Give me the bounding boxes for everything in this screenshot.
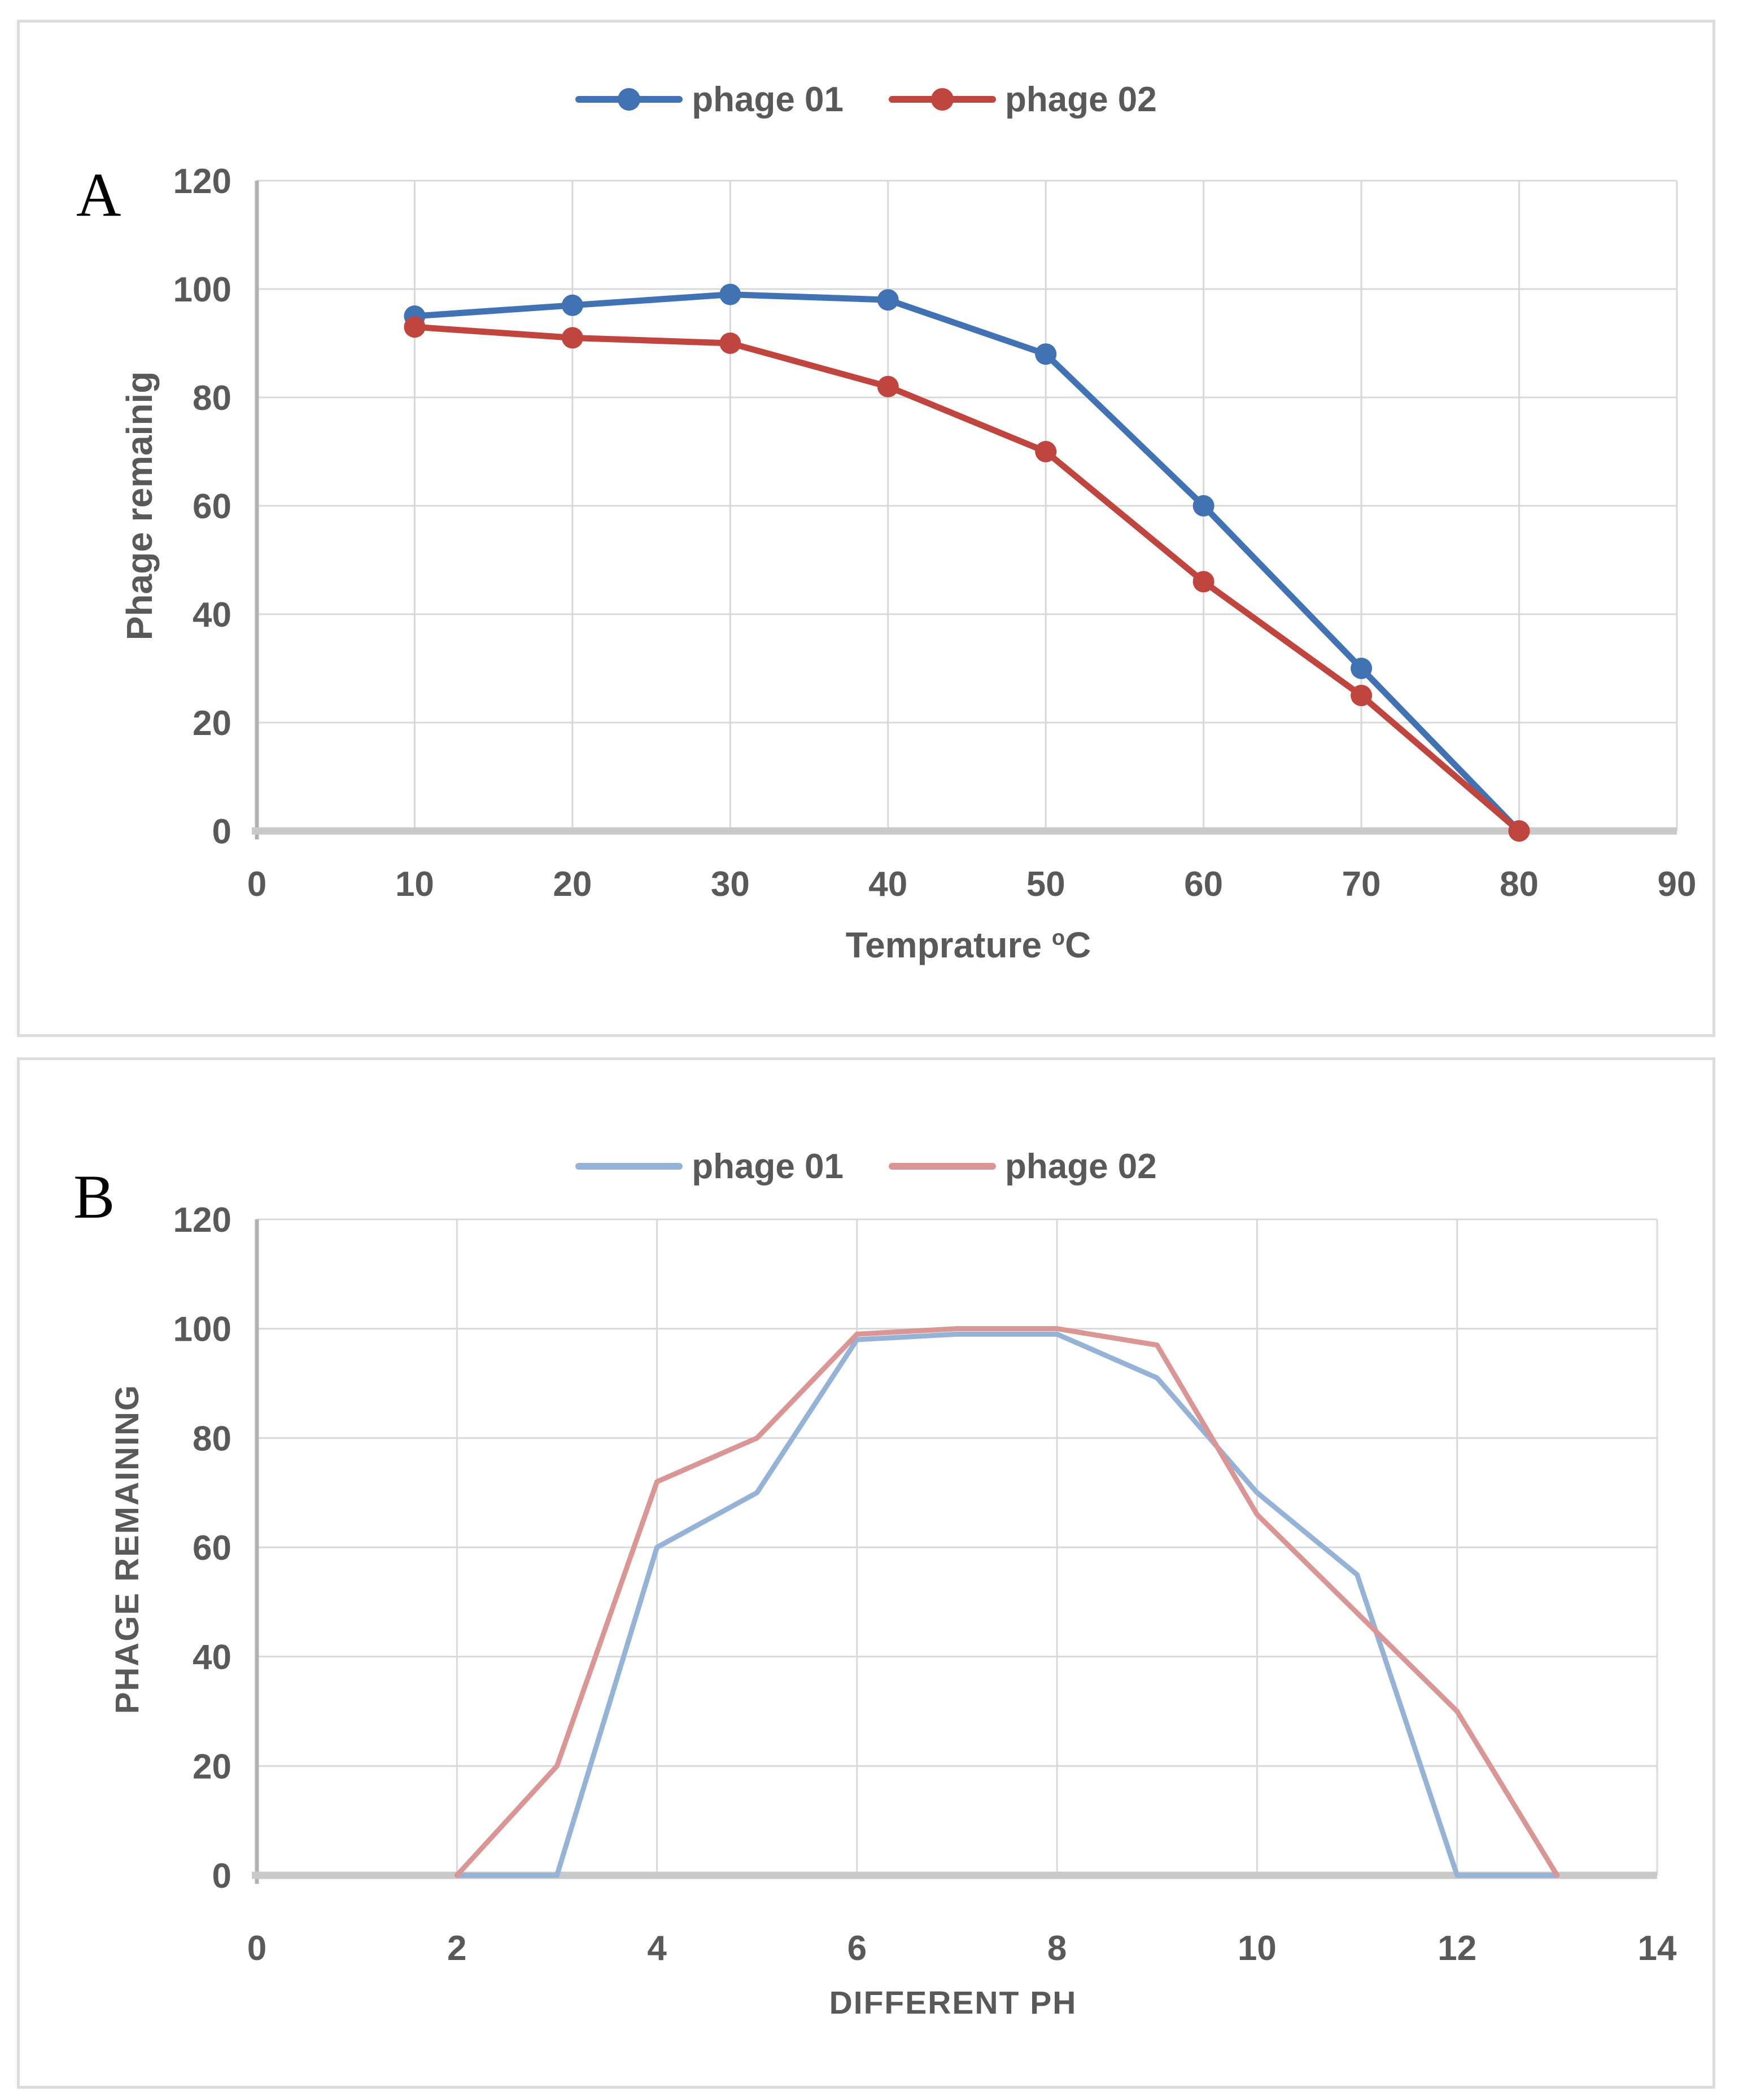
x-tick-label: 30 bbox=[711, 865, 750, 904]
chart-a-plot: 0 10 20 30 40 50 60 70 80 90 0 20 40 60 80 100 120 bbox=[173, 162, 1697, 904]
series-line-phage-02 bbox=[411, 323, 1523, 834]
data-point-phage-01 bbox=[1035, 343, 1057, 365]
data-point-phage-01 bbox=[719, 283, 741, 305]
x-tick-label: 12 bbox=[1437, 1929, 1476, 1968]
legend-a: phage 01 phage 02 bbox=[20, 79, 1712, 120]
panel-a: A phage 01 phage 02 Phage remainig 0 10 20… bbox=[17, 20, 1715, 1037]
series-line-phage-02 bbox=[454, 1326, 1560, 1878]
x-axis-title-a: Temprature oC bbox=[845, 925, 1091, 965]
x-tick-label: 50 bbox=[1026, 865, 1065, 904]
y-tick-label: 80 bbox=[193, 379, 231, 418]
legend-line-marker-icon bbox=[575, 87, 683, 112]
legend-label-phage-01: phage 01 bbox=[692, 1147, 844, 1186]
legend-item-phage-01: phage 01 bbox=[575, 80, 844, 120]
x-tick-label: 2 bbox=[447, 1929, 466, 1968]
x-tick-label: 60 bbox=[1184, 865, 1223, 904]
legend-label-phage-02: phage 02 bbox=[1005, 80, 1157, 119]
y-tick-label: 100 bbox=[173, 1310, 231, 1349]
series-line-phage-01 bbox=[454, 1331, 1560, 1878]
legend-b: phage 01 phage 02 bbox=[20, 1146, 1712, 1187]
y-tick-label: 0 bbox=[212, 1857, 231, 1896]
legend-item-phage-02: phage 02 bbox=[889, 1147, 1157, 1187]
legend-label-phage-01: phage 01 bbox=[692, 80, 844, 119]
y-tick-label: 40 bbox=[193, 596, 231, 635]
x-tick-label: 0 bbox=[247, 865, 266, 904]
x-tick-label: 80 bbox=[1500, 865, 1539, 904]
legend-item-phage-02: phage 02 bbox=[889, 80, 1157, 120]
data-point-phage-01 bbox=[1192, 495, 1214, 517]
x-tick-label: 0 bbox=[247, 1929, 266, 1968]
data-point-phage-01 bbox=[877, 289, 899, 311]
x-tick-label: 14 bbox=[1638, 1929, 1677, 1968]
legend-line-marker-icon bbox=[889, 87, 996, 112]
x-tick-label: 10 bbox=[1238, 1929, 1277, 1968]
y-tick-label: 120 bbox=[173, 162, 231, 201]
data-point-phage-01 bbox=[561, 294, 583, 316]
y-tick-label: 60 bbox=[193, 487, 231, 526]
data-point-phage-02 bbox=[404, 316, 426, 338]
y-tick-label: 40 bbox=[193, 1638, 231, 1677]
legend-line-icon bbox=[889, 1154, 996, 1179]
legend-line-icon bbox=[575, 1154, 683, 1179]
data-point-phage-02 bbox=[1508, 820, 1530, 842]
x-tick-label: 90 bbox=[1658, 865, 1697, 904]
x-tick-label: 10 bbox=[395, 865, 434, 904]
panel-b-label: B bbox=[73, 1162, 115, 1231]
data-point-phage-02 bbox=[1192, 571, 1214, 593]
x-tick-label: 4 bbox=[647, 1929, 667, 1968]
legend-item-phage-01: phage 01 bbox=[575, 1147, 844, 1187]
panel-a-label: A bbox=[76, 160, 121, 229]
data-point-phage-02 bbox=[719, 333, 741, 354]
y-tick-label: 60 bbox=[193, 1529, 231, 1568]
x-tick-label: 6 bbox=[847, 1929, 867, 1968]
y-tick-label: 80 bbox=[193, 1419, 231, 1458]
y-tick-label: 120 bbox=[173, 1201, 231, 1240]
x-tick-label: 40 bbox=[868, 865, 907, 904]
data-point-phage-02 bbox=[1035, 441, 1057, 462]
data-point-phage-02 bbox=[877, 375, 899, 397]
series-line-phage-01 bbox=[411, 291, 1523, 834]
y-tick-label: 0 bbox=[212, 812, 231, 851]
y-tick-label: 100 bbox=[173, 270, 231, 309]
data-point-phage-02 bbox=[1351, 685, 1373, 706]
x-tick-label: 70 bbox=[1342, 865, 1381, 904]
data-point-phage-02 bbox=[561, 327, 583, 349]
x-tick-label: 20 bbox=[553, 865, 592, 904]
chart-b-plot: 0 2 4 6 8 10 12 14 0 20 40 60 80 100 120 bbox=[173, 1201, 1677, 1968]
x-axis-title-b: DIFFERENT PH bbox=[829, 1985, 1077, 2021]
legend-label-phage-02: phage 02 bbox=[1005, 1147, 1157, 1186]
y-tick-label: 20 bbox=[193, 704, 231, 743]
x-tick-label: 8 bbox=[1047, 1929, 1067, 1968]
y-tick-label: 20 bbox=[193, 1747, 231, 1786]
data-point-phage-01 bbox=[1351, 658, 1373, 679]
